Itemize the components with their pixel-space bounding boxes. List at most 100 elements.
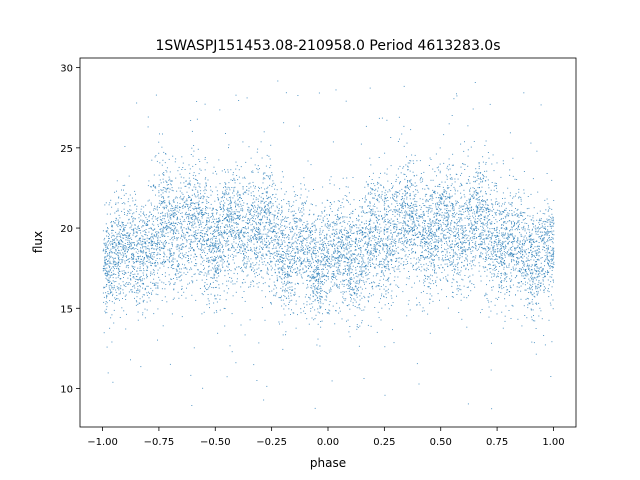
scatter-point xyxy=(284,217,286,219)
scatter-point xyxy=(424,275,426,277)
scatter-point xyxy=(150,227,152,229)
scatter-point xyxy=(542,268,544,270)
scatter-point xyxy=(156,233,158,235)
scatter-point xyxy=(515,267,517,269)
scatter-point xyxy=(321,226,323,227)
scatter-point xyxy=(469,190,471,192)
scatter-point xyxy=(130,283,132,285)
scatter-point xyxy=(366,274,368,276)
scatter-point xyxy=(228,244,230,245)
scatter-point xyxy=(539,282,541,284)
scatter-point xyxy=(336,221,338,223)
scatter-point xyxy=(461,230,463,231)
scatter-point xyxy=(413,242,415,244)
scatter-point xyxy=(235,168,237,170)
scatter-point xyxy=(474,286,476,288)
scatter-point xyxy=(108,287,110,289)
scatter-point xyxy=(223,231,225,233)
scatter-point xyxy=(176,269,178,271)
scatter-point xyxy=(406,315,408,317)
scatter-point xyxy=(453,98,455,100)
scatter-point xyxy=(513,238,515,240)
scatter-point xyxy=(367,205,369,207)
scatter-point xyxy=(203,269,205,270)
scatter-point xyxy=(327,252,329,254)
scatter-point xyxy=(169,188,171,190)
scatter-point xyxy=(530,271,532,273)
scatter-point xyxy=(360,143,362,145)
scatter-point xyxy=(352,213,354,215)
scatter-point xyxy=(380,227,382,229)
scatter-point xyxy=(496,234,498,236)
scatter-point xyxy=(202,214,204,216)
scatter-point xyxy=(209,283,211,285)
scatter-point xyxy=(408,244,410,246)
scatter-point xyxy=(126,246,128,248)
scatter-point xyxy=(194,236,196,238)
scatter-point xyxy=(135,199,137,201)
scatter-point xyxy=(174,206,176,208)
scatter-point xyxy=(468,243,470,245)
scatter-point xyxy=(205,177,207,179)
scatter-point xyxy=(401,210,403,212)
scatter-point xyxy=(350,298,352,300)
scatter-point xyxy=(315,248,317,250)
scatter-point xyxy=(150,292,152,294)
scatter-point xyxy=(163,228,165,229)
scatter-point xyxy=(436,229,437,231)
scatter-point xyxy=(517,270,519,272)
scatter-point xyxy=(452,207,453,209)
scatter-point xyxy=(412,221,414,223)
scatter-point xyxy=(320,262,322,264)
scatter-point xyxy=(486,254,488,256)
scatter-point xyxy=(454,216,456,218)
scatter-point xyxy=(465,268,467,270)
scatter-point xyxy=(125,255,127,257)
scatter-point xyxy=(470,290,472,292)
scatter-point xyxy=(366,250,368,252)
scatter-point xyxy=(303,209,305,211)
scatter-point xyxy=(367,300,369,302)
scatter-point xyxy=(354,241,356,243)
scatter-point xyxy=(495,229,497,231)
scatter-point xyxy=(366,253,368,255)
scatter-point xyxy=(412,210,414,212)
scatter-point xyxy=(413,229,415,230)
scatter-point xyxy=(475,247,477,249)
scatter-point xyxy=(438,220,439,221)
scatter-point xyxy=(312,306,314,308)
scatter-point xyxy=(480,243,482,244)
scatter-point xyxy=(421,252,423,253)
scatter-point xyxy=(301,208,302,210)
scatter-point xyxy=(116,224,118,226)
scatter-point xyxy=(317,296,319,298)
scatter-point xyxy=(324,299,326,301)
scatter-point xyxy=(143,251,145,253)
scatter-point xyxy=(345,186,347,188)
scatter-point xyxy=(494,264,496,266)
scatter-point xyxy=(128,218,130,220)
scatter-point xyxy=(178,271,180,273)
scatter-point xyxy=(182,231,184,233)
scatter-point xyxy=(412,160,414,162)
scatter-point xyxy=(112,288,114,290)
scatter-point xyxy=(226,216,227,218)
scatter-point xyxy=(552,237,554,239)
scatter-point xyxy=(241,198,242,199)
scatter-point xyxy=(257,198,259,200)
scatter-point xyxy=(212,237,214,239)
scatter-point xyxy=(513,269,515,271)
scatter-point xyxy=(457,263,459,265)
scatter-point xyxy=(112,230,114,231)
scatter-point xyxy=(146,224,147,226)
scatter-point xyxy=(485,292,487,294)
scatter-point xyxy=(263,172,265,174)
scatter-point xyxy=(546,173,548,174)
scatter-point xyxy=(457,246,458,248)
scatter-point xyxy=(255,229,256,231)
scatter-point xyxy=(252,229,254,231)
scatter-point xyxy=(468,217,470,219)
scatter-point xyxy=(163,206,165,208)
scatter-point xyxy=(258,248,260,250)
scatter-point xyxy=(215,257,216,259)
